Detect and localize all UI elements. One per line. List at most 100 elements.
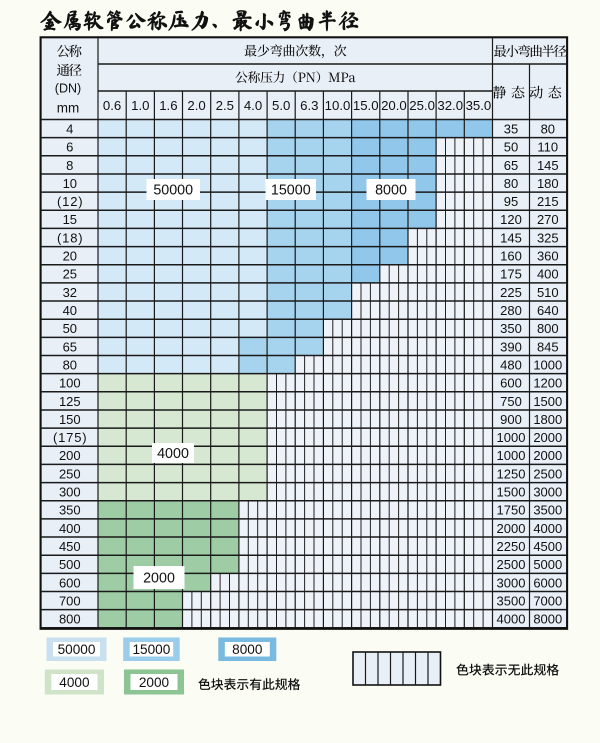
svg-text:40: 40 xyxy=(63,303,77,318)
svg-text:4000: 4000 xyxy=(157,446,189,462)
svg-text:700: 700 xyxy=(59,594,81,609)
svg-text:350: 350 xyxy=(500,321,522,336)
svg-text:225: 225 xyxy=(500,285,522,300)
svg-text:640: 640 xyxy=(537,303,559,318)
svg-text:2500: 2500 xyxy=(533,466,562,481)
svg-text:350: 350 xyxy=(59,503,81,518)
svg-text:280: 280 xyxy=(500,303,522,318)
svg-text:20: 20 xyxy=(63,249,77,264)
svg-text:8: 8 xyxy=(66,158,73,173)
svg-text:4000: 4000 xyxy=(533,521,562,536)
svg-text:6.3: 6.3 xyxy=(300,98,318,113)
svg-text:750: 750 xyxy=(500,394,522,409)
svg-text:5000: 5000 xyxy=(533,557,562,572)
svg-text:145: 145 xyxy=(537,158,559,173)
svg-text:3000: 3000 xyxy=(497,575,526,590)
svg-text:20.0: 20.0 xyxy=(381,98,407,113)
svg-text:150: 150 xyxy=(59,412,81,427)
svg-text:2000: 2000 xyxy=(143,570,175,586)
svg-text:600: 600 xyxy=(500,376,522,391)
svg-text:6: 6 xyxy=(66,140,73,155)
svg-text:8000: 8000 xyxy=(533,612,562,627)
svg-text:3000: 3000 xyxy=(533,485,562,500)
svg-text:65: 65 xyxy=(63,339,77,354)
svg-text:175: 175 xyxy=(500,267,522,282)
svg-text:450: 450 xyxy=(59,539,81,554)
svg-text:1000: 1000 xyxy=(497,448,526,463)
svg-text:600: 600 xyxy=(59,575,81,590)
svg-text:15.0: 15.0 xyxy=(353,98,379,113)
svg-text:8000: 8000 xyxy=(232,642,263,657)
svg-text:35: 35 xyxy=(504,122,518,137)
svg-text:32: 32 xyxy=(63,285,77,300)
svg-text:1750: 1750 xyxy=(497,503,526,518)
svg-text:390: 390 xyxy=(500,339,522,354)
svg-text:2.0: 2.0 xyxy=(187,98,205,113)
svg-text:120: 120 xyxy=(500,212,522,227)
svg-text:4: 4 xyxy=(66,122,73,137)
svg-text:3500: 3500 xyxy=(497,594,526,609)
svg-text:4.0: 4.0 xyxy=(244,98,262,113)
svg-text:5.0: 5.0 xyxy=(272,98,290,113)
svg-text:65: 65 xyxy=(504,158,518,173)
svg-text:8000: 8000 xyxy=(375,182,407,198)
svg-text:1.0: 1.0 xyxy=(131,98,149,113)
svg-text:2.5: 2.5 xyxy=(216,98,234,113)
svg-text:mm: mm xyxy=(57,101,80,116)
svg-text:4000: 4000 xyxy=(59,675,90,690)
svg-text:180: 180 xyxy=(537,176,559,191)
svg-text:250: 250 xyxy=(59,466,81,481)
svg-text:145: 145 xyxy=(500,230,522,245)
svg-text:80: 80 xyxy=(541,122,555,137)
svg-text:(175): (175) xyxy=(53,430,87,445)
svg-text:110: 110 xyxy=(537,140,558,155)
svg-text:6000: 6000 xyxy=(533,575,562,590)
svg-text:50: 50 xyxy=(63,321,77,336)
svg-text:800: 800 xyxy=(537,321,559,336)
svg-text:10.0: 10.0 xyxy=(325,98,351,113)
svg-text:4000: 4000 xyxy=(497,612,526,627)
svg-text:2000: 2000 xyxy=(533,448,562,463)
svg-text:1000: 1000 xyxy=(533,358,562,373)
svg-text:1250: 1250 xyxy=(497,466,526,481)
svg-text:400: 400 xyxy=(59,521,81,536)
svg-text:800: 800 xyxy=(59,612,81,627)
svg-text:50000: 50000 xyxy=(153,182,193,198)
svg-text:(DN): (DN) xyxy=(55,82,81,96)
svg-text:0.6: 0.6 xyxy=(103,98,121,113)
svg-text:510: 510 xyxy=(537,285,559,300)
svg-text:1500: 1500 xyxy=(533,394,562,409)
svg-text:25.0: 25.0 xyxy=(409,98,435,113)
svg-text:500: 500 xyxy=(59,557,81,572)
svg-text:1800: 1800 xyxy=(533,412,562,427)
svg-text:160: 160 xyxy=(500,249,522,264)
svg-text:32.0: 32.0 xyxy=(437,98,463,113)
svg-text:15: 15 xyxy=(63,212,77,227)
svg-text:2250: 2250 xyxy=(497,539,526,554)
svg-text:215: 215 xyxy=(537,194,559,209)
svg-text:1200: 1200 xyxy=(533,376,562,391)
svg-text:15000: 15000 xyxy=(271,182,311,198)
svg-text:10: 10 xyxy=(63,176,77,191)
svg-text:900: 900 xyxy=(500,412,522,427)
svg-text:80: 80 xyxy=(63,358,77,373)
svg-text:3500: 3500 xyxy=(533,503,562,518)
svg-text:2000: 2000 xyxy=(533,430,562,445)
svg-text:300: 300 xyxy=(59,485,81,500)
svg-text:125: 125 xyxy=(59,394,81,409)
svg-text:25: 25 xyxy=(63,267,77,282)
svg-text:325: 325 xyxy=(537,230,559,245)
svg-text:(12): (12) xyxy=(57,194,83,209)
svg-text:400: 400 xyxy=(537,267,559,282)
svg-text:1000: 1000 xyxy=(497,430,526,445)
svg-text:50000: 50000 xyxy=(58,642,96,657)
svg-text:7000: 7000 xyxy=(533,594,562,609)
svg-text:50: 50 xyxy=(504,140,518,155)
svg-text:270: 270 xyxy=(537,212,559,227)
svg-text:100: 100 xyxy=(59,376,81,391)
svg-text:200: 200 xyxy=(59,448,81,463)
svg-text:480: 480 xyxy=(500,358,522,373)
svg-text:95: 95 xyxy=(504,194,518,209)
svg-text:80: 80 xyxy=(504,176,518,191)
svg-text:2500: 2500 xyxy=(497,557,526,572)
